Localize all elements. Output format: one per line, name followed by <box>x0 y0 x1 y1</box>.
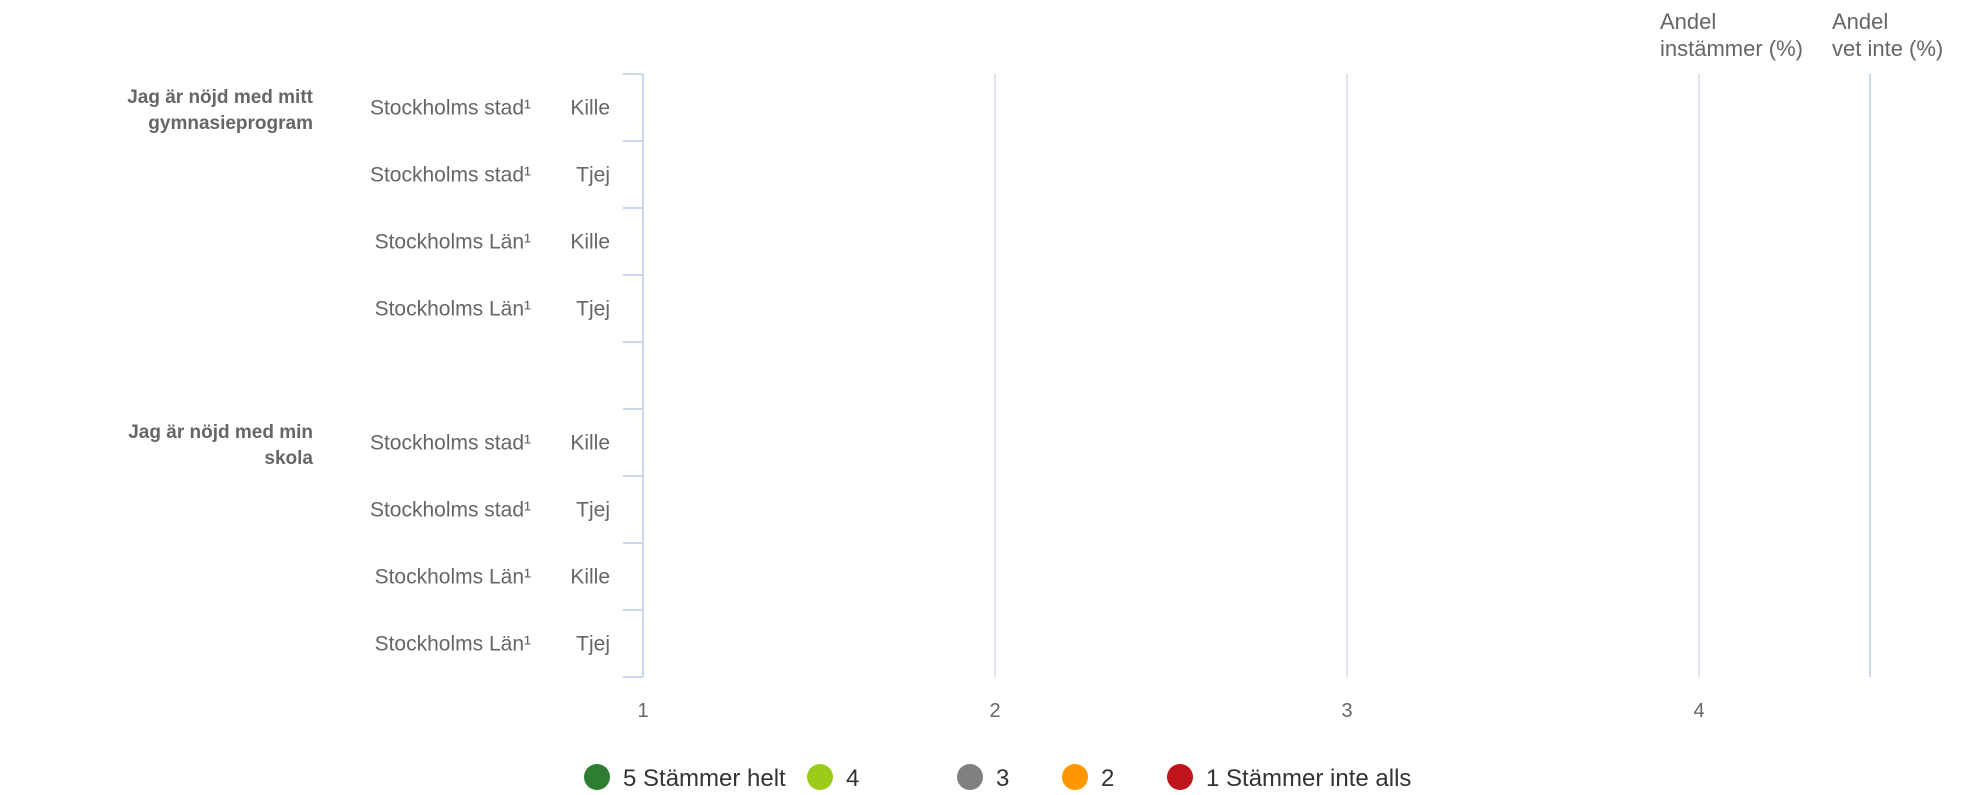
column-header-2: Andel vet inte (%) <box>1832 9 1943 61</box>
legend[interactable]: 5 Stämmer helt 4 3 2 1 Stämmer inte alls <box>584 764 1411 792</box>
legend-item-1[interactable]: 5 Stämmer helt <box>584 764 786 792</box>
row-area-label: Stockholms Län¹ <box>375 633 531 656</box>
row-area-label: Stockholms Län¹ <box>375 566 531 589</box>
x-axis-tick-labels: 1 2 3 4 <box>637 700 1704 722</box>
row-gender-label: Kille <box>570 231 610 254</box>
legend-swatch <box>584 764 610 790</box>
question-label: Jag är nöjd med min skola <box>128 422 313 469</box>
legend-item-5[interactable]: 1 Stämmer inte alls <box>1167 764 1411 792</box>
row-area-label: Stockholms Län¹ <box>375 298 531 321</box>
legend-label: 4 <box>846 765 859 792</box>
row-gender-label: Tjej <box>576 499 610 522</box>
x-tick-label-1: 1 <box>637 700 648 722</box>
legend-item-3[interactable]: 3 <box>957 764 1009 792</box>
category-axis <box>623 73 644 678</box>
x-tick-label-3: 3 <box>1341 700 1352 722</box>
row-gender-label: Tjej <box>576 164 610 187</box>
legend-swatch <box>957 764 983 790</box>
row-area-label: Stockholms stad¹ <box>370 499 531 522</box>
legend-label: 2 <box>1101 765 1114 792</box>
row-area-label: Stockholms stad¹ <box>370 432 531 455</box>
extra-column-headers: Andel instämmer (%) Andel vet inte (%) <box>1660 9 1943 61</box>
row-gender-label: Kille <box>570 97 610 120</box>
row-gender-label: Tjej <box>576 298 610 321</box>
legend-swatch <box>807 764 833 790</box>
question-label: Jag är nöjd med mitt gymnasieprogram <box>127 87 313 134</box>
row-labels: Stockholms stad¹ Kille Stockholms stad¹ Tje… <box>127 87 610 656</box>
x-tick-label-2: 2 <box>989 700 1000 722</box>
legend-item-2[interactable]: 4 <box>807 764 859 792</box>
row-area-label: Stockholms stad¹ <box>370 97 531 120</box>
legend-label: 5 Stämmer helt <box>623 765 786 792</box>
x-tick-label-4: 4 <box>1693 700 1704 722</box>
legend-label: 3 <box>996 765 1009 792</box>
row-gender-label: Kille <box>570 566 610 589</box>
row-gender-label: Tjej <box>576 633 610 656</box>
row-gender-label: Kille <box>570 432 610 455</box>
legend-swatch <box>1062 764 1088 790</box>
grid-lines <box>994 74 1871 677</box>
column-header-1: Andel instämmer (%) <box>1660 9 1803 61</box>
row-area-label: Stockholms Län¹ <box>375 231 531 254</box>
legend-swatch <box>1167 764 1193 790</box>
legend-item-4[interactable]: 2 <box>1062 764 1114 792</box>
legend-label: 1 Stämmer inte alls <box>1206 765 1411 792</box>
row-area-label: Stockholms stad¹ <box>370 164 531 187</box>
